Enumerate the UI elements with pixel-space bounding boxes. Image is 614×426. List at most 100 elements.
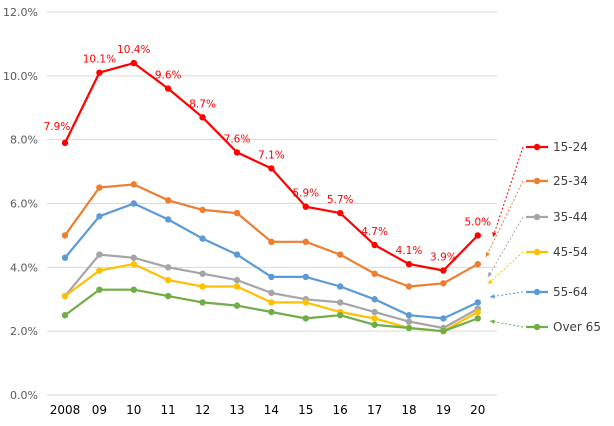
legend-swatch-marker xyxy=(533,248,541,256)
data-point xyxy=(96,267,103,274)
data-labels: 7.9% 10.1%10.4% 9.6% 8.7% 7.6% 7.1% 5.9% 5.7% 4.… xyxy=(44,44,491,263)
data-label: 8.7% xyxy=(189,98,216,110)
data-label: 5.7% xyxy=(327,194,354,206)
data-point xyxy=(405,324,413,332)
data-label: 4.7% xyxy=(361,226,388,238)
data-point xyxy=(61,292,69,300)
data-point xyxy=(61,254,69,261)
data-point xyxy=(130,59,137,67)
data-point xyxy=(302,203,309,210)
legend-label: Over 65 xyxy=(553,320,601,334)
data-point xyxy=(199,114,206,121)
data-point xyxy=(268,165,275,172)
data-point xyxy=(165,197,172,204)
x-tick-label: 14 xyxy=(264,403,279,417)
data-point xyxy=(474,308,481,316)
data-point xyxy=(96,251,103,258)
data-point xyxy=(302,238,309,245)
data-label: 5.9% xyxy=(292,188,319,200)
y-tick-label: 8.0% xyxy=(10,134,38,147)
legend-swatch-marker xyxy=(533,177,541,185)
data-point xyxy=(371,296,378,303)
legend-leader-arrowhead xyxy=(492,232,497,237)
data-point xyxy=(165,292,172,300)
data-point xyxy=(233,283,241,290)
data-point xyxy=(440,327,447,335)
y-axis-ticks: 0.0% 2.0% 4.0% 6.0% 8.0% 10.0% 12.0% xyxy=(3,6,38,402)
data-point xyxy=(302,273,309,281)
legend-label: 55-64 xyxy=(553,285,588,299)
data-label: 7.1% xyxy=(258,149,285,161)
data-point xyxy=(165,276,172,284)
legend-leader xyxy=(487,251,524,285)
data-point xyxy=(199,283,206,290)
data-point xyxy=(130,286,137,293)
data-point xyxy=(268,238,275,245)
data-point xyxy=(474,315,481,322)
data-point xyxy=(440,280,447,287)
data-point xyxy=(371,308,378,316)
series-line-1 xyxy=(64,183,479,288)
x-tick-label: 2008 xyxy=(50,403,81,417)
data-point xyxy=(165,216,172,223)
data-point xyxy=(61,312,69,319)
x-tick-label: 13 xyxy=(229,403,244,417)
legend-leader xyxy=(487,216,524,278)
data-point xyxy=(96,69,103,76)
x-tick-label: 12 xyxy=(195,403,210,417)
x-tick-label: 10 xyxy=(126,403,141,417)
data-point xyxy=(199,235,206,242)
legend-leader xyxy=(489,291,524,298)
x-tick-label: 09 xyxy=(92,403,107,417)
legend-label: 45-54 xyxy=(553,245,588,259)
legend-leader xyxy=(492,146,524,238)
x-axis-ticks: 2008 09 10 11 12 13 14 15 16 17 18 19 20 xyxy=(50,403,486,417)
data-label: 10.1% xyxy=(83,54,116,66)
data-label: 9.6% xyxy=(155,70,182,82)
data-point xyxy=(337,209,344,217)
data-point xyxy=(130,254,137,261)
data-point xyxy=(405,312,413,319)
data-point xyxy=(130,181,137,188)
data-label: 7.9% xyxy=(44,121,71,133)
legend-swatch-marker xyxy=(533,213,541,221)
x-tick-label: 19 xyxy=(436,403,451,417)
y-tick-label: 12.0% xyxy=(3,6,38,19)
data-point xyxy=(337,299,344,306)
data-point xyxy=(302,315,309,322)
legend-leader-arrowhead xyxy=(490,319,495,324)
y-tick-label: 10.0% xyxy=(3,70,38,83)
data-point xyxy=(268,289,275,297)
data-point xyxy=(440,267,447,274)
data-point xyxy=(130,200,137,207)
data-point xyxy=(337,251,344,258)
data-point xyxy=(371,270,378,277)
x-tick-label: 16 xyxy=(333,403,348,417)
data-point xyxy=(199,270,206,277)
data-point xyxy=(96,213,103,220)
legend-label: 25-34 xyxy=(553,174,588,188)
data-point xyxy=(233,302,241,309)
data-label: 3.9% xyxy=(430,252,457,264)
data-point xyxy=(130,260,137,268)
data-point xyxy=(405,283,413,290)
data-point xyxy=(199,299,206,306)
legend-swatch-marker xyxy=(533,143,541,151)
legend-label: 15-24 xyxy=(553,140,588,154)
data-point xyxy=(165,85,172,92)
data-point xyxy=(233,251,241,258)
data-point xyxy=(371,315,378,322)
legend-swatch-marker xyxy=(533,288,541,296)
data-label: 10.4% xyxy=(117,44,150,56)
data-point xyxy=(268,273,275,281)
data-point xyxy=(405,318,413,325)
data-point xyxy=(96,286,103,293)
legend: 15-24 25-34 35-44 45-54 55-64 Over 65 xyxy=(526,140,601,334)
data-point xyxy=(474,299,481,306)
data-point xyxy=(405,260,413,268)
data-point xyxy=(371,241,378,249)
data-point xyxy=(61,232,69,239)
data-point xyxy=(61,139,69,147)
legend-swatch-marker xyxy=(533,323,541,331)
